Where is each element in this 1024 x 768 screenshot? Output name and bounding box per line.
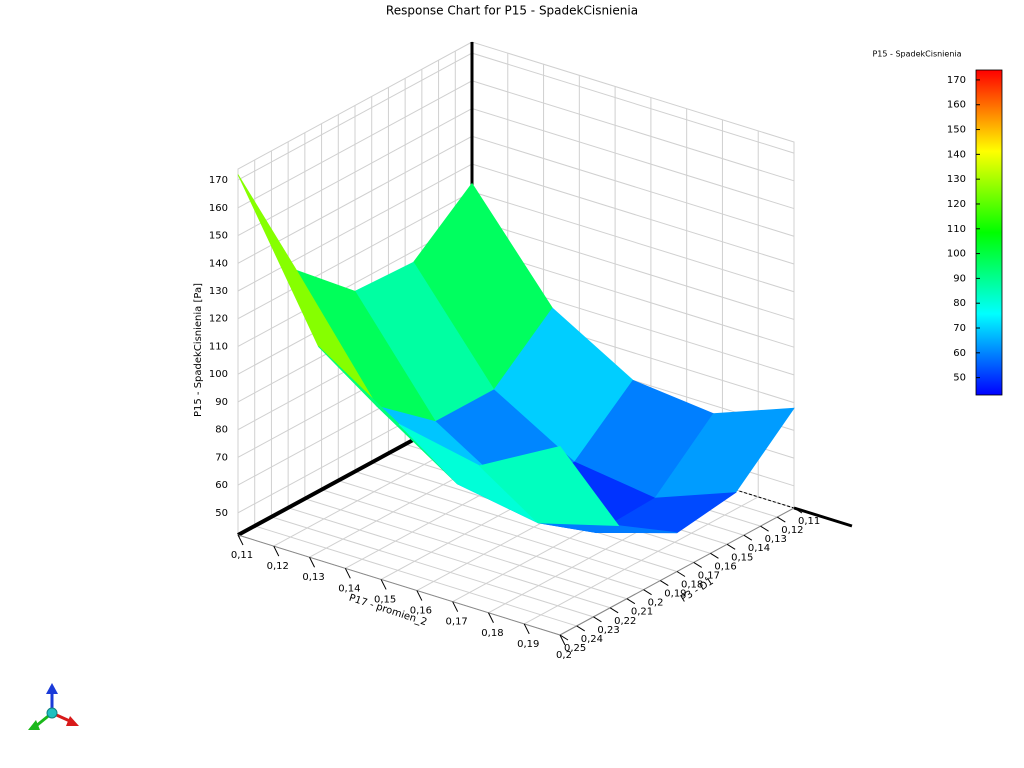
y-tick xyxy=(760,525,769,532)
z-tick-label: 150 xyxy=(209,231,228,242)
colorbar-title: P15 - SpadekCisnienia xyxy=(872,50,961,59)
colorbar-tick-label: 80 xyxy=(953,298,966,309)
x-tick xyxy=(309,556,316,568)
y-tick-label: 0,24 xyxy=(581,634,603,645)
z-axis-label: P15 - SpadekCisnienia [Pa] xyxy=(193,283,204,417)
z-tick-label: 120 xyxy=(209,314,228,325)
y-tick-label: 0,11 xyxy=(798,516,820,527)
z-tick-label: 90 xyxy=(215,397,228,408)
colorbar-tick-label: 150 xyxy=(947,125,966,136)
x-tick-label: 0,2 xyxy=(556,650,572,661)
z-tick-label: 170 xyxy=(209,175,228,186)
x-tick-label: 0,14 xyxy=(338,583,360,594)
x-tick xyxy=(523,623,530,635)
colorbar-tick-label: 90 xyxy=(953,273,966,284)
y-tick-label: 0,17 xyxy=(698,570,720,581)
colorbar-tick-label: 120 xyxy=(947,199,966,210)
colorbar-tick-label: 100 xyxy=(947,249,966,260)
y-tick xyxy=(793,507,803,514)
colorbar: 50 60 70 80 90 100 110 120 130 140 150 160 170 xyxy=(947,69,1003,396)
z-tick-label: 50 xyxy=(215,508,228,519)
z-tick-label: 110 xyxy=(209,341,228,352)
z-tick-label: 140 xyxy=(209,258,228,269)
x-tick xyxy=(487,612,494,624)
z-tick-label: 80 xyxy=(215,425,228,436)
x-tick xyxy=(452,601,459,612)
x-tick xyxy=(380,579,387,590)
y-tick xyxy=(743,534,753,541)
x-tick xyxy=(344,568,351,579)
y-tick-label: 0,23 xyxy=(597,625,619,636)
y-tick-label: 0,12 xyxy=(781,525,803,536)
x-tick-label: 0,12 xyxy=(267,561,289,572)
x-tick xyxy=(273,545,280,557)
y-tick-label: 0,14 xyxy=(748,543,770,554)
z-tick-label: 70 xyxy=(215,452,228,463)
colorbar-tick-label: 170 xyxy=(947,75,966,86)
x-tick-label: 0,18 xyxy=(481,628,503,639)
y-tick-label: 0,2 xyxy=(648,598,664,609)
colorbar-tick-label: 70 xyxy=(953,323,966,334)
x-tick-label: 0,11 xyxy=(231,550,253,561)
colorbar-scale xyxy=(975,69,1003,396)
y-tick xyxy=(710,552,719,559)
x-tick xyxy=(416,590,423,601)
z-tick-label: 100 xyxy=(209,369,228,380)
y-tick xyxy=(559,634,569,641)
x-tick xyxy=(237,534,244,546)
y-tick-label: 0,22 xyxy=(614,616,636,627)
y-tick xyxy=(643,589,652,596)
y-tick xyxy=(660,580,669,586)
y-tick-label: 0,19 xyxy=(664,589,686,600)
surface-patch xyxy=(478,446,620,527)
orientation-triad xyxy=(28,683,79,730)
z-tick-label: 60 xyxy=(215,480,228,491)
y-tick-label: 0,21 xyxy=(631,607,653,618)
colorbar-tick-label: 50 xyxy=(953,373,966,384)
y-tick xyxy=(609,607,619,614)
x-tick xyxy=(559,634,566,646)
y-tick-label: 0,18 xyxy=(681,580,703,591)
colorbar-tick-label: 130 xyxy=(947,174,966,185)
x-tick-label: 0,17 xyxy=(446,617,468,628)
colorbar-tick-label: 60 xyxy=(953,348,966,359)
y-tick xyxy=(676,571,686,577)
z-tick-label: 160 xyxy=(209,203,228,214)
y-tick xyxy=(593,616,602,623)
x-tick-label: 0,13 xyxy=(302,572,324,583)
colorbar-tick-label: 110 xyxy=(947,224,966,235)
colorbar-tick-label: 160 xyxy=(947,100,966,111)
y-tick-label: 0,25 xyxy=(564,643,586,654)
y-tick xyxy=(626,598,636,605)
surface xyxy=(237,174,795,534)
y-tick-label: 0,13 xyxy=(765,534,787,545)
x-tick-label: 0,19 xyxy=(517,639,539,650)
x-tick-label: 0,16 xyxy=(410,606,432,617)
axes: 50607080901001101201301401501601700,110,… xyxy=(209,175,853,661)
axis-line xyxy=(237,534,561,636)
z-tick-label: 130 xyxy=(209,286,228,297)
y-tick xyxy=(777,516,786,523)
y-tick-label: 0,16 xyxy=(714,561,736,572)
y-tick-label: 0,15 xyxy=(731,552,753,563)
y-tick xyxy=(693,562,702,568)
x-tick-label: 0,15 xyxy=(374,594,396,605)
y-tick xyxy=(726,543,736,550)
colorbar-tick-label: 140 xyxy=(947,149,966,160)
chart-title: Response Chart for P15 - SpadekCisnienia xyxy=(386,4,638,18)
axis-line xyxy=(793,506,853,528)
y-tick xyxy=(576,625,585,632)
